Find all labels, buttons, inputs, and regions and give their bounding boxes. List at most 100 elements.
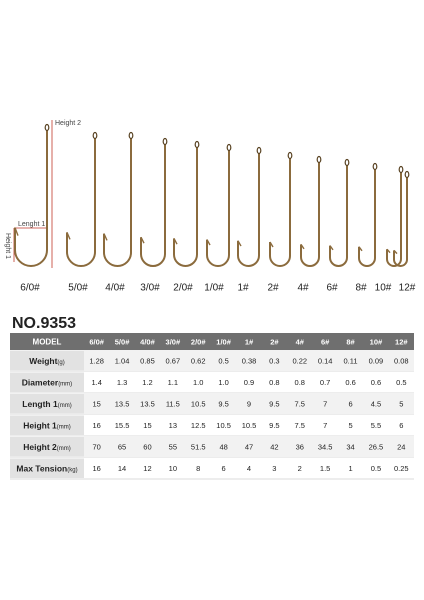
column-header: 4# [296, 337, 305, 346]
hook-barb [140, 236, 145, 244]
hook-barb [66, 232, 71, 240]
length1-label: Lenght 1 [18, 221, 45, 228]
height2-label: Height 2 [55, 120, 81, 127]
cell: 8 [196, 464, 200, 473]
cell: 10 [169, 464, 177, 473]
cell: 1 [348, 464, 352, 473]
hook-eye [44, 123, 50, 132]
cell: 15 [93, 400, 101, 409]
hook-size: 10# [375, 283, 392, 294]
column-header: 8# [346, 337, 355, 346]
hook [358, 169, 376, 267]
row-label: Weight(g) [29, 356, 65, 366]
hook [103, 138, 132, 267]
cell: 0.38 [242, 357, 257, 366]
cell: 0.9 [244, 378, 254, 387]
cell: 1.2 [142, 378, 152, 387]
cell: 4.5 [371, 400, 381, 409]
cell: 5.5 [371, 421, 381, 430]
cell: 0.7 [320, 378, 330, 387]
cell: 0.85 [140, 357, 155, 366]
cell: 10.5 [191, 400, 206, 409]
cell: 16 [93, 421, 101, 430]
row-unit: (mm) [58, 402, 72, 408]
hook-barb [358, 246, 363, 252]
cell: 1.3 [117, 378, 127, 387]
hook-eye [162, 137, 168, 146]
hook [237, 153, 260, 267]
hook-size: 5/0# [68, 283, 88, 294]
row-label-bg [10, 437, 84, 457]
row-unit: (mm) [58, 381, 72, 387]
row-unit: (g) [57, 359, 64, 365]
column-header: 6# [321, 337, 330, 346]
row-bg [10, 457, 414, 479]
row-name: Height 1 [23, 421, 57, 431]
column-header: 4/0# [140, 337, 155, 346]
row-label-bg [10, 372, 84, 392]
cell: 65 [118, 443, 126, 452]
cell: 34 [346, 443, 354, 452]
cell: 0.6 [345, 378, 355, 387]
cell: 0.5 [218, 357, 228, 366]
hooks [14, 123, 410, 267]
cell: 9 [247, 400, 251, 409]
cell: 1.4 [91, 378, 101, 387]
hook-eye [316, 155, 322, 164]
cell: 0.62 [191, 357, 206, 366]
row-label-bg [10, 458, 84, 478]
hook [206, 150, 230, 267]
hook-size: 1# [237, 283, 249, 294]
cell: 0.25 [394, 464, 409, 473]
hook-barb [393, 249, 398, 255]
column-header: 12# [395, 337, 408, 346]
cell: 12 [143, 464, 151, 473]
column-header: 5/0# [115, 337, 130, 346]
cell: 10.5 [216, 421, 231, 430]
hook [173, 147, 198, 267]
height1-label: Height 1 [4, 233, 11, 259]
cell: 0.11 [344, 357, 358, 366]
cell: 0.09 [369, 357, 384, 366]
cell: 1.04 [115, 357, 130, 366]
hook [329, 165, 348, 267]
row-label: Diameter(mm) [22, 378, 72, 388]
hook-barb [269, 241, 274, 248]
cell: 1.1 [168, 378, 178, 387]
row-label-bg [10, 351, 84, 371]
hook-barb [237, 240, 242, 247]
cell: 55 [169, 443, 177, 452]
hook-size: 12# [399, 283, 416, 294]
row-bg [10, 393, 414, 415]
row-label: Height 1(mm) [23, 421, 71, 431]
hook [386, 172, 402, 267]
hook-barb [300, 244, 305, 250]
cell: 1.5 [320, 464, 330, 473]
hook-eye [194, 140, 200, 149]
row-name: Weight [29, 356, 57, 366]
cell: 36 [296, 443, 304, 452]
row-bg [10, 436, 414, 458]
row-name: Height 2 [23, 442, 57, 452]
hook [66, 138, 96, 267]
cell: 6 [348, 400, 352, 409]
cell: 0.6 [371, 378, 381, 387]
column-header: 1/0# [216, 337, 231, 346]
hook-barb [14, 227, 19, 236]
hook-eye [398, 165, 404, 174]
hook-barb [206, 239, 211, 246]
cell: 13 [169, 421, 177, 430]
cell: 0.8 [269, 378, 279, 387]
hook-eye [287, 151, 293, 160]
hook-barb [329, 245, 334, 251]
row-unit: (mm) [57, 424, 71, 430]
hook-eye [128, 131, 134, 140]
hook-barb [386, 248, 391, 254]
row-bg [10, 350, 414, 372]
table-header: MODEL [33, 338, 62, 347]
cell: 47 [245, 443, 253, 452]
hook [393, 177, 408, 267]
cell: 13.5 [140, 400, 155, 409]
cell: 9.5 [269, 400, 279, 409]
hook-size: 3/0# [140, 283, 160, 294]
